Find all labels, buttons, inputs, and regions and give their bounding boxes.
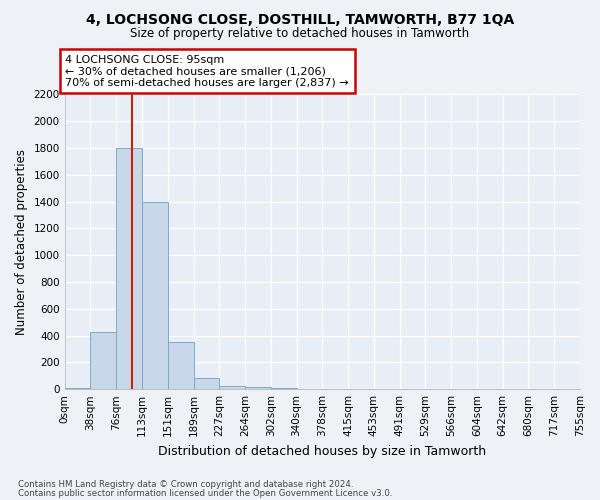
Bar <box>219 386 245 389</box>
Text: 4, LOCHSONG CLOSE, DOSTHILL, TAMWORTH, B77 1QA: 4, LOCHSONG CLOSE, DOSTHILL, TAMWORTH, B… <box>86 12 514 26</box>
Text: 4 LOCHSONG CLOSE: 95sqm
← 30% of detached houses are smaller (1,206)
70% of semi: 4 LOCHSONG CLOSE: 95sqm ← 30% of detache… <box>65 54 349 88</box>
Text: Size of property relative to detached houses in Tamworth: Size of property relative to detached ho… <box>130 28 470 40</box>
Bar <box>168 342 193 389</box>
Text: Contains HM Land Registry data © Crown copyright and database right 2024.: Contains HM Land Registry data © Crown c… <box>18 480 353 489</box>
Text: Contains public sector information licensed under the Open Government Licence v3: Contains public sector information licen… <box>18 488 392 498</box>
X-axis label: Distribution of detached houses by size in Tamworth: Distribution of detached houses by size … <box>158 444 487 458</box>
Bar <box>245 387 271 389</box>
Bar <box>116 148 142 389</box>
Bar <box>142 202 168 389</box>
Bar <box>65 388 91 389</box>
Bar <box>271 388 296 389</box>
Y-axis label: Number of detached properties: Number of detached properties <box>15 149 28 335</box>
Bar <box>91 332 116 389</box>
Bar <box>193 378 219 389</box>
